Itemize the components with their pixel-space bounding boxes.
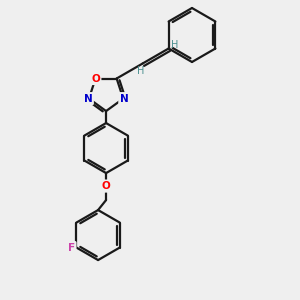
Text: H: H (171, 40, 178, 50)
Text: H: H (137, 65, 144, 76)
Text: N: N (84, 94, 92, 103)
Text: N: N (120, 94, 129, 103)
Text: O: O (102, 181, 110, 191)
Text: F: F (68, 243, 75, 253)
Text: O: O (91, 74, 100, 83)
